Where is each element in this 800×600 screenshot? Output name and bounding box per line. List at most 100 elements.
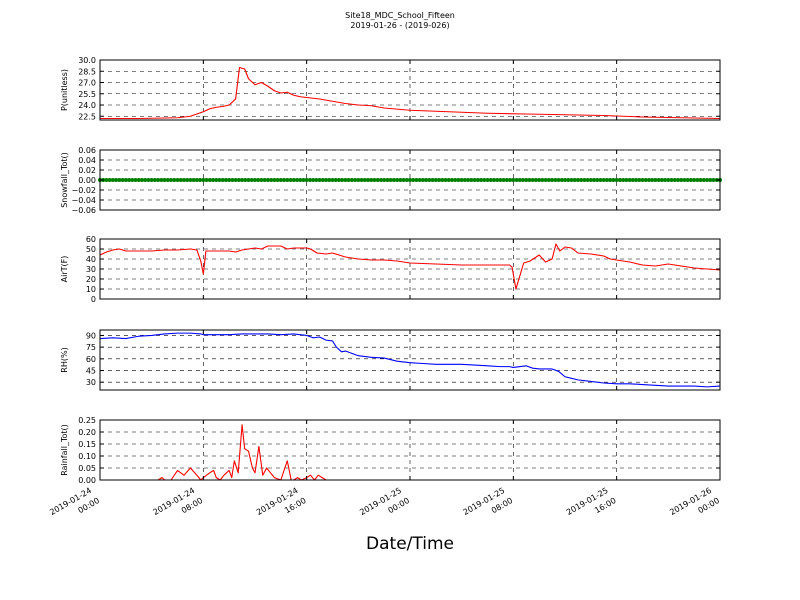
- data-point: [391, 178, 396, 182]
- data-point: [640, 178, 645, 182]
- data-point: [362, 178, 367, 182]
- y-axis-label: AirT(F): [60, 256, 69, 283]
- data-point: [278, 178, 283, 182]
- data-point: [472, 178, 477, 182]
- y-tick-label: 24.0: [78, 101, 96, 110]
- data-point: [530, 178, 535, 182]
- data-point: [595, 178, 600, 182]
- data-point: [485, 178, 490, 182]
- panel-4: 30 45 60 75 90 RH(%): [60, 329, 721, 391]
- data-point: [414, 178, 419, 182]
- data-point: [550, 178, 555, 182]
- data-point: [682, 178, 687, 182]
- y-tick-label: 0.20: [78, 428, 96, 437]
- data-point: [388, 178, 393, 182]
- y-tick-label: −0.06: [71, 206, 96, 215]
- data-point: [353, 178, 358, 182]
- data-point: [563, 178, 567, 182]
- y-tick-label: 60: [86, 355, 96, 364]
- data-point: [185, 178, 190, 182]
- data-point: [456, 178, 461, 182]
- data-point: [650, 178, 655, 182]
- panel-1: 22.5 24.0 25.5 27.0 28.5 30.0 P(unitless): [60, 56, 721, 121]
- data-point: [272, 178, 277, 182]
- data-point: [398, 178, 403, 182]
- data-point: [382, 178, 387, 182]
- data-point: [311, 178, 316, 182]
- data-point: [508, 178, 513, 182]
- data-point: [711, 178, 716, 182]
- data-point: [146, 178, 151, 182]
- data-point: [162, 178, 167, 182]
- data-point: [117, 178, 122, 182]
- data-point: [327, 178, 332, 182]
- data-point: [511, 178, 516, 182]
- data-point: [181, 178, 186, 182]
- data-point: [314, 178, 319, 182]
- data-point: [359, 178, 364, 182]
- data-point: [336, 178, 341, 182]
- data-point: [443, 178, 448, 182]
- series-line: [100, 424, 720, 481]
- data-point: [378, 178, 383, 182]
- data-point: [533, 178, 538, 182]
- data-point: [159, 178, 164, 182]
- data-point: [198, 178, 203, 182]
- data-point: [579, 178, 584, 182]
- data-point: [243, 178, 248, 182]
- data-point: [569, 178, 574, 182]
- data-point: [437, 178, 442, 182]
- y-tick-label: −0.02: [71, 186, 96, 195]
- data-point: [110, 178, 115, 182]
- panel-5: 0.00 0.05 0.10 0.15 0.20 0.25 Rainfall_Tot(): [60, 416, 721, 485]
- data-point: [705, 178, 710, 182]
- data-point: [330, 178, 335, 182]
- data-point: [191, 178, 196, 182]
- data-point: [420, 178, 425, 182]
- data-point: [698, 178, 703, 182]
- data-point: [685, 178, 690, 182]
- data-point: [634, 178, 639, 182]
- y-tick-label: 25.5: [78, 90, 96, 99]
- data-point: [559, 178, 564, 182]
- data-point: [498, 178, 503, 182]
- y-tick-label: 50: [86, 245, 96, 254]
- data-point: [220, 178, 225, 182]
- data-point: [246, 178, 251, 182]
- y-tick-label: 27.0: [78, 79, 96, 88]
- data-point: [608, 178, 613, 182]
- data-point: [275, 178, 280, 182]
- data-point: [136, 178, 141, 182]
- data-point: [501, 178, 506, 182]
- chart-title-block: Site18_MDC_School_Fifteen 2019-01-26 - (…: [0, 11, 800, 31]
- data-point: [291, 178, 296, 182]
- data-point: [604, 178, 609, 182]
- data-point: [294, 178, 299, 182]
- data-point: [440, 178, 445, 182]
- series-line: [100, 66, 721, 120]
- data-point: [504, 178, 509, 182]
- data-point: [152, 178, 157, 182]
- data-point: [201, 178, 206, 182]
- data-point: [417, 178, 422, 182]
- data-point: [188, 178, 193, 182]
- data-point: [172, 178, 177, 182]
- data-point: [333, 178, 338, 182]
- data-point: [646, 178, 651, 182]
- data-point: [491, 178, 496, 182]
- data-point: [666, 178, 671, 182]
- data-point: [679, 178, 684, 182]
- data-point: [165, 178, 170, 182]
- data-point: [669, 178, 674, 182]
- data-point: [556, 178, 561, 182]
- data-point: [385, 178, 390, 182]
- y-tick-label: 0: [91, 295, 96, 304]
- data-point: [149, 178, 154, 182]
- data-point: [227, 178, 232, 182]
- data-point: [223, 178, 228, 182]
- data-point: [517, 178, 522, 182]
- data-point: [621, 178, 626, 182]
- data-point: [537, 178, 542, 182]
- data-point: [317, 178, 322, 182]
